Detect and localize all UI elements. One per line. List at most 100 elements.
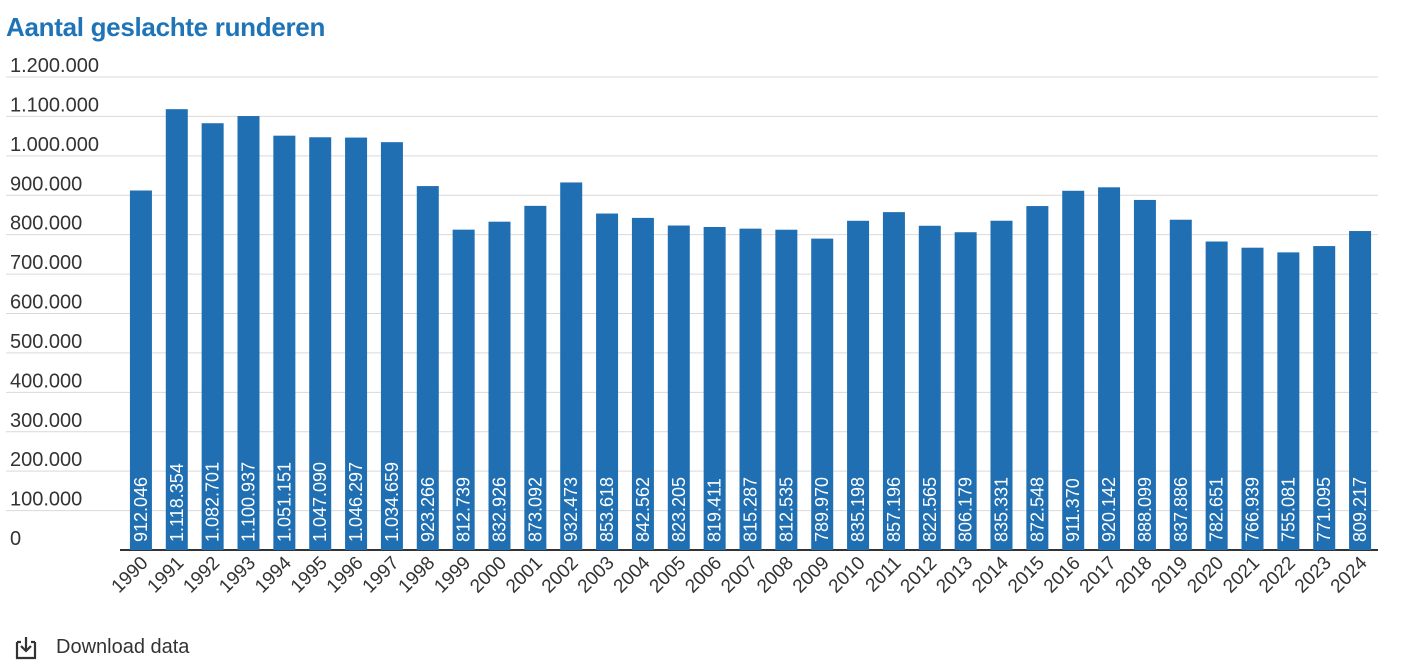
bar[interactable]	[488, 221, 511, 550]
download-data-button[interactable]: Download data	[12, 633, 189, 661]
bar-value-label: 872.548	[1027, 477, 1047, 542]
bar[interactable]	[201, 123, 224, 551]
y-tick-label: 1.000.000	[10, 134, 99, 156]
bar[interactable]	[1349, 231, 1372, 550]
x-tick-label: 2002	[538, 553, 583, 598]
bar[interactable]	[667, 225, 690, 551]
bar-value-label: 837.886	[1171, 477, 1191, 542]
y-tick-label: 300.000	[10, 410, 82, 432]
x-tick-label: 2013	[932, 553, 977, 598]
bar-value-label: 1.118.354	[167, 463, 187, 542]
bar-value-label: 923.266	[418, 477, 438, 542]
bar-value-label: 1.100.937	[239, 462, 259, 542]
y-tick-label: 1.200.000	[10, 55, 99, 77]
x-tick-label: 2010	[825, 553, 870, 598]
bar[interactable]	[1205, 241, 1228, 550]
x-tick-label: 2008	[753, 553, 798, 598]
bar-value-label: 815.287	[741, 477, 761, 542]
y-tick-label: 900.000	[10, 173, 82, 195]
bar[interactable]	[345, 137, 368, 550]
x-tick-label: 2023	[1291, 553, 1336, 598]
bar[interactable]	[954, 232, 977, 550]
x-tick-label: 1995	[287, 553, 332, 598]
bar[interactable]	[811, 238, 834, 550]
x-axis-ticks: 1990199119921993199419951996199719981999…	[108, 552, 1372, 597]
bar[interactable]	[990, 220, 1013, 551]
x-tick-label: 1992	[179, 553, 224, 598]
bar-value-label: 912.046	[131, 477, 151, 542]
bar-value-label: 782.651	[1207, 477, 1227, 542]
download-label: Download data	[56, 635, 190, 658]
x-tick-label: 2021	[1219, 553, 1264, 598]
bar-value-label: 1.046.297	[346, 462, 366, 542]
bar[interactable]	[775, 229, 798, 551]
bar-value-label: 812.739	[454, 477, 474, 542]
bar[interactable]	[273, 135, 296, 550]
x-tick-label: 2017	[1076, 553, 1121, 598]
bar-value-label: 832.926	[490, 477, 510, 542]
x-tick-label: 2001	[502, 553, 547, 598]
bar-value-label: 911.370	[1063, 478, 1083, 542]
bar[interactable]	[739, 228, 762, 550]
bar-value-label: 888.099	[1135, 477, 1155, 542]
bar-value-label: 853.618	[597, 477, 617, 542]
chart-title: Aantal geslachte runderen	[6, 12, 326, 42]
download-icon	[12, 633, 40, 661]
bar[interactable]	[1277, 252, 1300, 550]
y-tick-label: 0	[10, 528, 21, 550]
bar[interactable]	[631, 217, 654, 551]
y-tick-label: 600.000	[10, 292, 82, 314]
bar[interactable]	[452, 229, 475, 550]
bar-value-label: 857.196	[884, 477, 904, 542]
bar-value-label: 789.970	[812, 477, 832, 542]
bar[interactable]	[882, 212, 905, 551]
bar[interactable]	[1169, 219, 1192, 550]
bar[interactable]	[596, 213, 619, 551]
bar-value-label: 835.331	[992, 477, 1012, 542]
x-tick-label: 1993	[215, 553, 260, 598]
bar[interactable]	[1133, 199, 1156, 550]
x-tick-label: 2019	[1148, 553, 1193, 598]
x-tick-label: 1998	[395, 553, 440, 598]
bar[interactable]	[165, 109, 188, 550]
x-tick-label: 1997	[359, 553, 404, 598]
x-tick-label: 2024	[1327, 552, 1372, 597]
y-tick-label: 500.000	[10, 331, 82, 353]
bar-value-label: 812.535	[776, 477, 796, 542]
bar[interactable]	[129, 190, 152, 550]
bar[interactable]	[1098, 187, 1121, 550]
x-tick-label: 2009	[789, 553, 834, 598]
bar-value-label: 771.095	[1314, 477, 1334, 542]
bar[interactable]	[703, 227, 726, 550]
bar[interactable]	[847, 220, 870, 550]
bar[interactable]	[1313, 246, 1336, 550]
bar[interactable]	[309, 137, 332, 550]
x-tick-label: 2018	[1112, 553, 1157, 598]
bar[interactable]	[416, 186, 439, 550]
x-tick-label: 2020	[1183, 553, 1228, 598]
bar[interactable]	[524, 205, 547, 550]
x-tick-label: 2006	[681, 553, 726, 598]
x-tick-label: 1996	[323, 553, 368, 598]
x-tick-label: 1991	[144, 553, 189, 598]
bar-value-label: 1.034.659	[382, 462, 402, 542]
bar-value-label: 1.082.701	[203, 462, 223, 542]
bars	[129, 109, 1372, 551]
y-tick-label: 200.000	[10, 449, 82, 471]
x-tick-label: 2007	[717, 553, 762, 598]
x-tick-label: 2015	[1004, 553, 1049, 598]
bar[interactable]	[380, 142, 403, 550]
bar[interactable]	[237, 116, 260, 550]
bar-value-label: 806.179	[956, 477, 976, 542]
x-tick-label: 2011	[862, 553, 906, 597]
bar[interactable]	[560, 182, 583, 550]
bar[interactable]	[1241, 247, 1264, 550]
bar[interactable]	[1062, 190, 1085, 551]
value-labels: 912.046 1.118.354 1.082.701 1.100.937 1.051.…	[131, 462, 1370, 542]
bar-value-label: 1.051.151	[274, 462, 294, 542]
bar[interactable]	[1026, 206, 1049, 550]
bar[interactable]	[918, 225, 941, 551]
y-tick-label: 700.000	[10, 252, 82, 274]
bar-value-label: 809.217	[1350, 477, 1370, 542]
bar-value-label: 819.411	[705, 478, 725, 542]
